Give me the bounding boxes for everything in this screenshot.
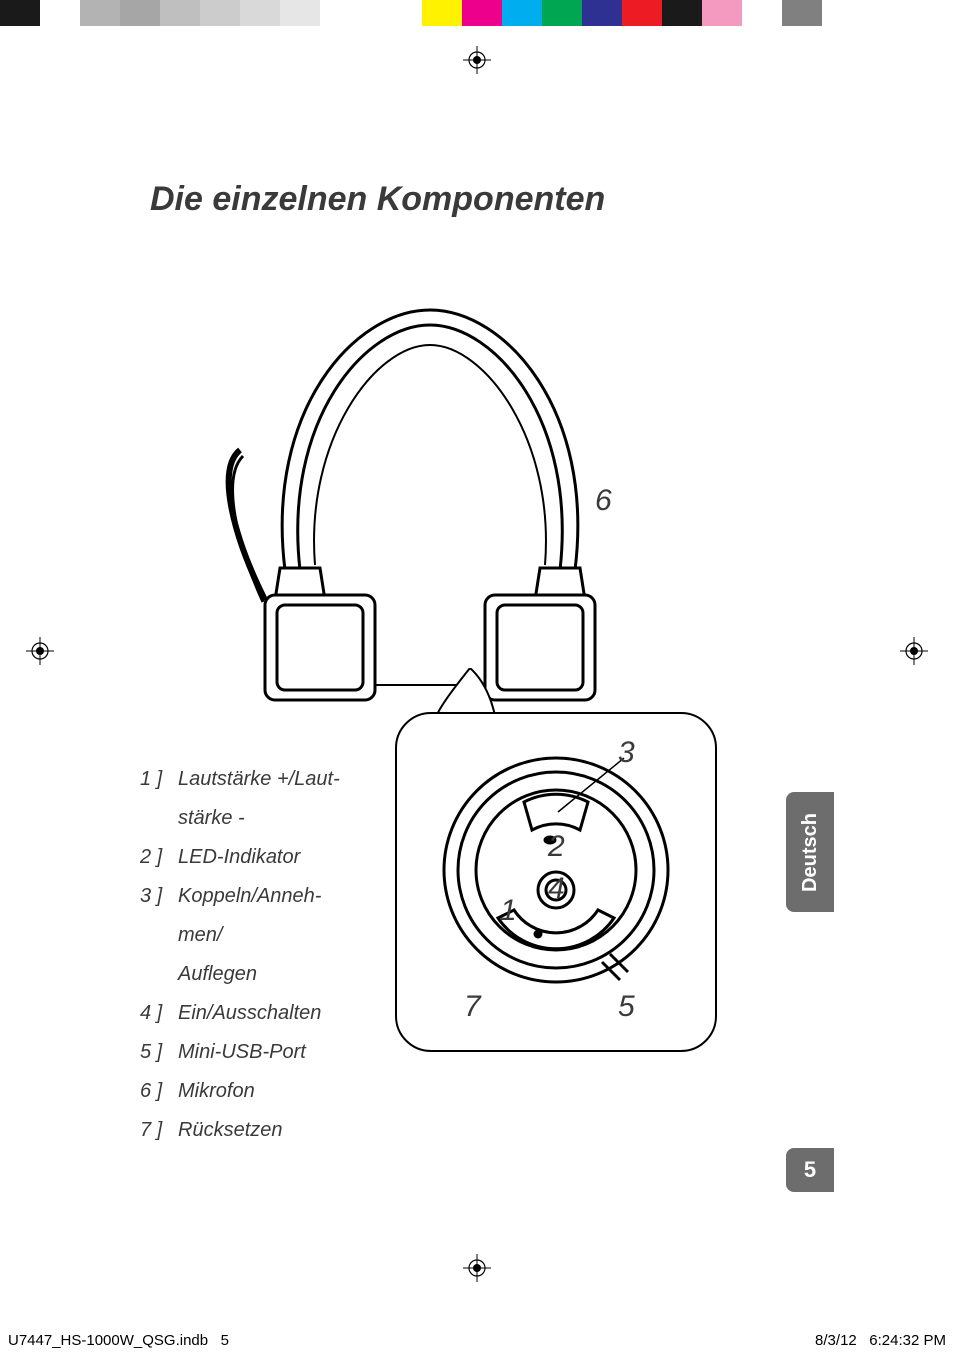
- component-legend: 1 ]Lautstärke +/Laut-stärke -2 ]LED-Indi…: [140, 760, 390, 1150]
- callout-label-1: 1: [500, 894, 517, 928]
- legend-item-text: Rücksetzen: [178, 1111, 390, 1150]
- legend-item: 7 ]Rücksetzen: [140, 1111, 390, 1150]
- legend-item-number: 2 ]: [140, 838, 178, 877]
- legend-item-number: 6 ]: [140, 1072, 178, 1111]
- language-tab-label: Deutsch: [799, 813, 822, 892]
- footer-page-label: 5: [221, 1332, 229, 1349]
- footer-time-label: 6:24:32 PM: [869, 1332, 946, 1349]
- legend-item-text: Mini-USB-Port: [178, 1033, 390, 1072]
- footer-date-label: 8/3/12: [815, 1332, 857, 1349]
- legend-item-text-cont: stärke -: [178, 799, 390, 838]
- page-number: 5: [786, 1148, 834, 1192]
- language-tab: Deutsch: [786, 792, 834, 912]
- legend-item-number: 7 ]: [140, 1111, 178, 1150]
- registration-mark-icon: [900, 637, 928, 665]
- callout-label-3: 3: [618, 736, 635, 770]
- registration-mark-icon: [463, 1254, 491, 1282]
- callout-label-6: 6: [595, 484, 612, 518]
- callout-label-7: 7: [464, 990, 481, 1024]
- legend-item-number: 3 ]: [140, 877, 178, 916]
- legend-item-text: Lautstärke +/Laut-: [178, 760, 390, 799]
- legend-item: 2 ]LED-Indikator: [140, 838, 390, 877]
- legend-item-number: 5 ]: [140, 1033, 178, 1072]
- print-color-bar: [0, 0, 954, 26]
- legend-item-text-cont: men/: [178, 916, 390, 955]
- headset-illustration: [225, 290, 625, 715]
- footer-file-label: U7447_HS-1000W_QSG.indb: [8, 1332, 208, 1349]
- callout-label-5: 5: [618, 990, 635, 1024]
- footer-timestamp: 8/3/12 6:24:32 PM: [815, 1332, 946, 1349]
- page-title: Die einzelnen Komponenten: [150, 180, 605, 219]
- legend-item-text: Koppeln/Anneh-: [178, 877, 390, 916]
- legend-item-number: 1 ]: [140, 760, 178, 799]
- footer-filename: U7447_HS-1000W_QSG.indb 5: [8, 1332, 229, 1349]
- legend-item-text: LED-Indikator: [178, 838, 390, 877]
- legend-item-text: Mikrofon: [178, 1072, 390, 1111]
- legend-item-number: 4 ]: [140, 994, 178, 1033]
- callout-label-2: 2: [548, 830, 565, 864]
- legend-item: 4 ]Ein/Ausschalten: [140, 994, 390, 1033]
- legend-item: 1 ]Lautstärke +/Laut-: [140, 760, 390, 799]
- registration-mark-icon: [463, 46, 491, 74]
- callout-label-4: 4: [548, 872, 565, 906]
- legend-item-text-cont: Auflegen: [178, 955, 390, 994]
- legend-item-text: Ein/Ausschalten: [178, 994, 390, 1033]
- legend-item: 6 ]Mikrofon: [140, 1072, 390, 1111]
- legend-item: 3 ]Koppeln/Anneh-: [140, 877, 390, 916]
- registration-mark-icon: [26, 637, 54, 665]
- legend-item: 5 ]Mini-USB-Port: [140, 1033, 390, 1072]
